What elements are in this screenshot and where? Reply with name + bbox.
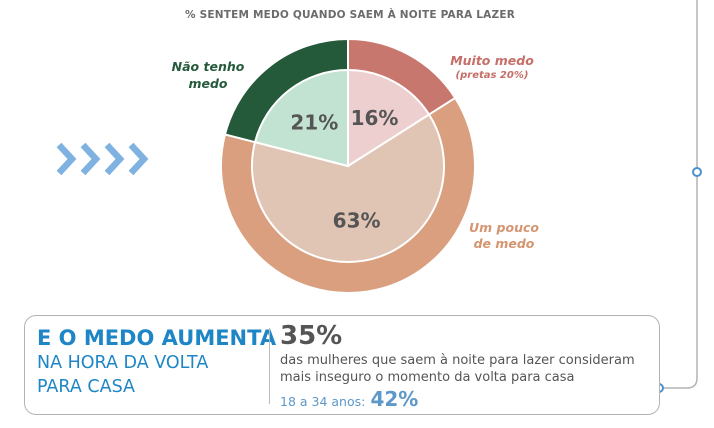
- chevron-arrows-icon: [56, 142, 149, 176]
- stat-age-value: 42%: [370, 387, 419, 411]
- slice-label-line: medo: [188, 76, 228, 91]
- info-subline: PARA CASA: [37, 377, 135, 397]
- connector-path: [659, 0, 698, 389]
- slice-label-line: Muito medo: [450, 53, 534, 68]
- pie-value-label-muito-medo: 16%: [351, 106, 399, 130]
- slice-label-line: de medo: [473, 236, 535, 251]
- pie-value-label-nao-tenho-medo: 21%: [290, 111, 338, 135]
- stat-value: 35%: [280, 321, 343, 351]
- info-subline: NA HORA DA VOLTA: [37, 353, 209, 373]
- pie-inner-disc: [251, 68, 445, 263]
- slice-label-um-pouco-de-medo: Um pouco de medo: [456, 220, 552, 252]
- info-box: E O MEDO AUMENTA NA HORA DA VOLTA PARA C…: [24, 315, 660, 415]
- chevron-right-icon: [128, 142, 149, 176]
- pie-slice-inner-um-pouco-de-medo: [251, 113, 445, 263]
- info-divider: [269, 328, 270, 404]
- chart-title: % SENTEM MEDO QUANDO SAEM À NOITE PARA L…: [185, 9, 515, 21]
- pie-slice-inner-muito-medo: [347, 68, 431, 168]
- pie-slice-inner-nao-tenho-medo: [253, 68, 349, 168]
- slice-label-line: Não tenho: [171, 59, 245, 74]
- slice-label-muito-medo: Muito medo (pretas 20%): [446, 52, 538, 82]
- slice-label-nao-tenho-medo: Não tenho medo: [162, 58, 254, 92]
- chevron-right-icon: [104, 142, 125, 176]
- chevron-right-icon: [56, 142, 77, 176]
- pie-value-label-um-pouco-de-medo: 63%: [333, 208, 381, 232]
- stat-age-group: 18 a 34 anos: 42%: [280, 387, 418, 411]
- stat-age-label: 18 a 34 anos:: [280, 394, 366, 409]
- slice-label-line: Um pouco: [469, 220, 539, 235]
- connector-dot: [692, 167, 702, 177]
- pie-value-labels: 16% 63% 21%: [290, 106, 398, 233]
- slice-label-note: (pretas 20%): [455, 70, 529, 81]
- chevron-right-icon: [80, 142, 101, 176]
- stat-description: das mulheres que saem à noite para lazer…: [280, 353, 635, 385]
- info-headline: E O MEDO AUMENTA: [37, 326, 277, 350]
